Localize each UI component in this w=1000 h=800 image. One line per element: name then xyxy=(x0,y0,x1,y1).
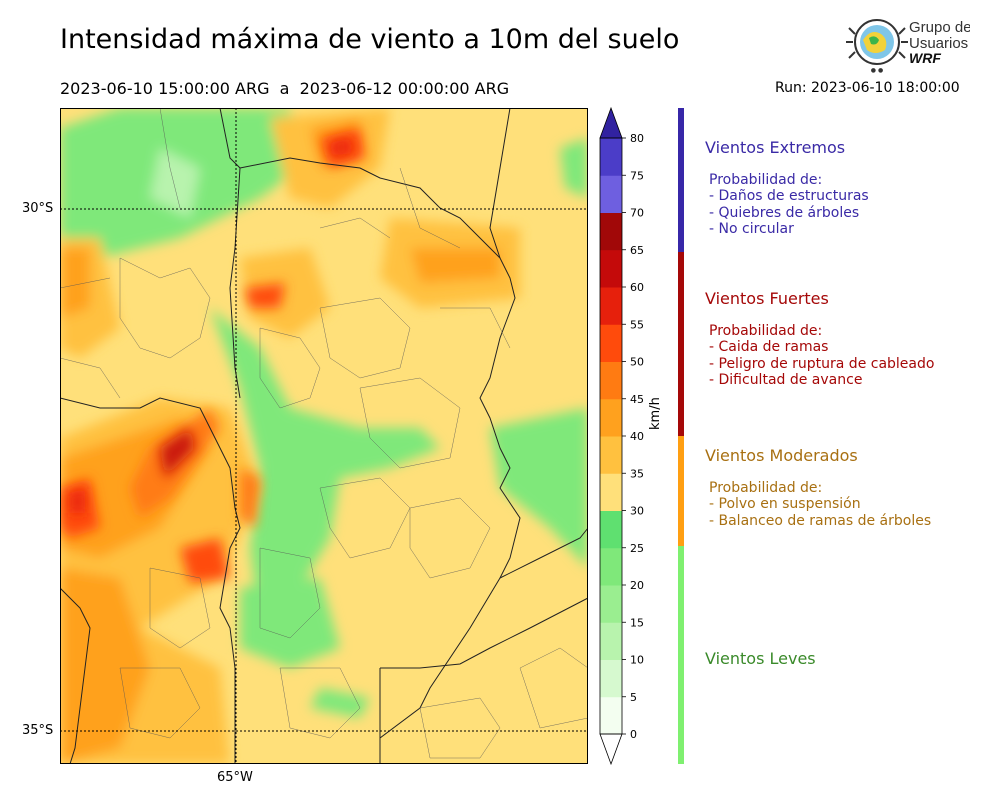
colorbar-swatch xyxy=(600,436,622,474)
colorbar-swatch xyxy=(600,622,622,660)
colorbar-tick-label: 70 xyxy=(630,207,644,220)
globe-wind-icon: ● ● Grupo de Usuarios WRF xyxy=(846,19,972,74)
colorbar-tick-label: 30 xyxy=(630,505,644,518)
colorbar-tick-label: 35 xyxy=(630,467,644,480)
colorbar-swatch xyxy=(600,547,622,586)
colorbar-swatch xyxy=(600,324,622,362)
category-bar-extremos xyxy=(678,108,684,252)
colorbar-tick-label: 20 xyxy=(630,579,644,592)
category-bar-moderados xyxy=(678,436,684,546)
colorbar-tick-label: 40 xyxy=(630,430,644,443)
logo-line1: Grupo de xyxy=(909,19,970,36)
category-desc-fuertes: Probabilidad de: - Caida de ramas - Peli… xyxy=(709,323,935,388)
logo-line3: WRF xyxy=(909,50,941,66)
colorbar-swatch xyxy=(600,510,622,549)
colorbar-swatch xyxy=(600,398,622,437)
colorbar-tick-label: 65 xyxy=(630,244,644,257)
colorbar-swatch xyxy=(600,249,622,288)
colorbar-tick-label: 55 xyxy=(630,318,644,331)
colorbar-tick-label: 15 xyxy=(630,616,644,629)
colorbar-tick-label: 80 xyxy=(630,132,644,145)
wind-map-canvas xyxy=(59,107,589,765)
colorbar-bottom-arrow xyxy=(599,733,623,766)
lat-label-30: 30°S xyxy=(22,201,54,216)
map-title: Intensidad máxima de viento a 10m del su… xyxy=(60,24,680,55)
category-title-fuertes: Vientos Fuertes xyxy=(705,289,829,308)
colorbar-tick-label: 45 xyxy=(630,393,644,406)
category-desc-extremos: Probabilidad de: - Daños de estructuras … xyxy=(709,172,869,237)
colorbar-swatch xyxy=(600,659,622,698)
category-title-leves: Vientos Leves xyxy=(705,649,816,668)
colorbar-unit: km/h xyxy=(648,397,663,430)
colorbar-tick-label: 0 xyxy=(630,728,637,741)
lon-label-65: 65°W xyxy=(217,770,253,785)
colorbar: 0 5 10 15 20 25 30 35 40 45 50 55 60 65 70 75 80 xyxy=(596,104,656,772)
colorbar-tick-label: 60 xyxy=(630,281,644,294)
run-timestamp: Run: 2023-06-10 18:00:00 xyxy=(775,80,960,96)
category-desc-moderados: Probabilidad de: - Polvo en suspensión -… xyxy=(709,480,932,529)
period-subtitle: 2023-06-10 15:00:00 ARG a 2023-06-12 00:… xyxy=(60,79,510,98)
colorbar-swatch xyxy=(600,585,622,623)
category-bar-fuertes xyxy=(678,252,684,436)
colorbar-tick-label: 50 xyxy=(630,356,644,369)
colorbar-swatch xyxy=(600,138,622,176)
colorbar-swatch xyxy=(600,212,622,251)
colorbar-svg: 0 5 10 15 20 25 30 35 40 45 50 55 60 65 70 75 80 xyxy=(599,106,644,766)
colorbar-tick-label: 5 xyxy=(630,691,637,704)
colorbar-top-arrow xyxy=(599,106,623,139)
logo: ● ● Grupo de Usuarios WRF xyxy=(845,14,972,76)
category-title-extremos: Vientos Extremos xyxy=(705,138,846,157)
colorbar-tick-label: 10 xyxy=(630,654,644,667)
colorbar-swatch xyxy=(600,287,622,325)
colorbar-tick-label: 75 xyxy=(630,169,644,182)
colorbar-swatch xyxy=(600,175,622,213)
colorbar-swatch xyxy=(600,473,622,511)
colorbar-tick-label: 25 xyxy=(630,542,644,555)
lat-label-35: 35°S xyxy=(22,723,54,738)
wind-map xyxy=(59,107,589,765)
logo-line2: Usuarios xyxy=(909,35,968,52)
svg-text:● ●: ● ● xyxy=(871,67,883,74)
colorbar-swatch xyxy=(600,361,622,400)
colorbar-swatch xyxy=(600,696,622,735)
category-title-moderados: Vientos Moderados xyxy=(705,446,858,465)
category-bar-leves xyxy=(678,546,684,764)
